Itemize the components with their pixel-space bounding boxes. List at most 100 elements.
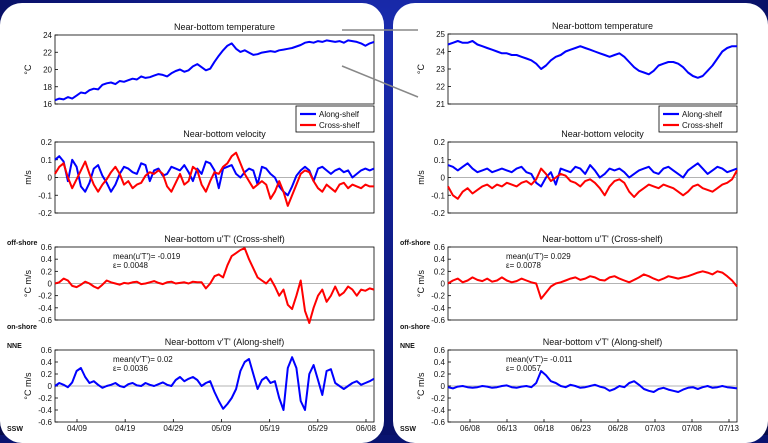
y-tick-label: 0 xyxy=(441,382,446,391)
y-axis-label: °C m/s xyxy=(23,269,33,297)
panel-title: Near-bottom u'T' (Cross-shelf) xyxy=(164,234,284,244)
x-tick-label: 07/13 xyxy=(719,424,740,433)
y-tick-label: 22 xyxy=(43,48,52,57)
y-bottom-label: SSW xyxy=(400,426,416,433)
legend-label: Cross-shelf xyxy=(319,121,360,130)
x-tick-label: 06/28 xyxy=(608,424,629,433)
series-line-blue xyxy=(54,39,375,102)
y-tick-label: 0.1 xyxy=(434,156,446,165)
x-tick-label: 05/19 xyxy=(260,424,281,433)
y-tick-label: 0.2 xyxy=(434,370,446,379)
y-tick-label: 0 xyxy=(441,174,446,183)
panel-title: Near-bottom temperature xyxy=(174,22,275,32)
y-tick-label: 0.4 xyxy=(434,358,446,367)
x-tick-label: 06/08 xyxy=(356,424,377,433)
series-line-along-shelf xyxy=(54,155,375,197)
y-tick-label: 0 xyxy=(48,174,53,183)
x-tick-label: 06/23 xyxy=(571,424,592,433)
right-figure-card xyxy=(393,3,768,443)
series-line-along-shelf xyxy=(447,162,738,188)
series-line-cross-shelf xyxy=(447,167,738,200)
y-tick-label: -0.6 xyxy=(38,418,52,427)
y-tick-label: 18 xyxy=(43,83,52,92)
y-axis-label: m/s xyxy=(23,170,33,185)
y-tick-label: 0.2 xyxy=(41,267,53,276)
x-tick-label: 04/09 xyxy=(67,424,88,433)
plot-frame xyxy=(54,34,375,105)
y-tick-label: 0.2 xyxy=(434,267,446,276)
stats-annotation: ε= 0.0036 xyxy=(113,364,148,373)
y-bottom-label: on-shore xyxy=(400,324,430,331)
y-tick-label: -0.4 xyxy=(38,304,52,313)
y-tick-label: -0.2 xyxy=(431,394,445,403)
y-tick-label: 0.2 xyxy=(41,370,53,379)
legend-box xyxy=(658,105,738,133)
y-tick-label: 24 xyxy=(43,31,52,40)
y-tick-label: 23 xyxy=(436,65,445,74)
y-tick-label: -0.4 xyxy=(431,406,445,415)
series-line-red xyxy=(447,270,738,300)
y-tick-label: -0.6 xyxy=(431,316,445,325)
y-top-label: off-shore xyxy=(7,240,37,247)
series-line-red xyxy=(54,247,375,324)
y-tick-label: 21 xyxy=(436,100,445,109)
y-bottom-label: SSW xyxy=(7,426,23,433)
stats-annotation: mean(v'T')= 0.02 xyxy=(113,355,173,364)
y-tick-label: -0.2 xyxy=(38,209,52,218)
panel-title: Near-bottom velocity xyxy=(183,129,266,139)
y-tick-label: 0.6 xyxy=(41,346,53,355)
y-tick-label: 0.4 xyxy=(434,255,446,264)
y-axis-label: °C m/s xyxy=(416,372,426,400)
y-bottom-label: on-shore xyxy=(7,324,37,331)
y-tick-label: -0.2 xyxy=(38,292,52,301)
y-tick-label: 0 xyxy=(441,280,446,289)
x-tick-label: 06/08 xyxy=(460,424,481,433)
y-tick-label: -0.4 xyxy=(38,406,52,415)
stats-annotation: mean(v'T')= -0.011 xyxy=(506,355,573,364)
y-tick-label: 0.1 xyxy=(41,156,53,165)
panel-title: Near-bottom v'T' (Along-shelf) xyxy=(165,337,284,347)
legend-box xyxy=(295,105,375,133)
y-tick-label: 20 xyxy=(43,66,52,75)
legend-label: Cross-shelf xyxy=(682,121,723,130)
y-tick-label: -0.2 xyxy=(431,292,445,301)
legend-label: Along-shelf xyxy=(682,110,723,119)
connector-line xyxy=(341,65,419,98)
y-tick-label: -0.2 xyxy=(38,394,52,403)
y-tick-label: -0.1 xyxy=(431,191,445,200)
x-tick-label: 05/09 xyxy=(211,424,232,433)
y-tick-label: 24 xyxy=(436,48,445,57)
stats-annotation: mean(u'T')= 0.029 xyxy=(506,252,571,261)
y-tick-label: 0 xyxy=(48,382,53,391)
y-tick-label: 25 xyxy=(436,30,445,39)
panel-title: Near-bottom velocity xyxy=(561,129,644,139)
stats-annotation: ε= 0.0048 xyxy=(113,261,148,270)
y-tick-label: -0.1 xyxy=(38,191,52,200)
y-axis-label: m/s xyxy=(416,170,426,185)
series-line-blue xyxy=(54,356,375,411)
y-top-label: NNE xyxy=(7,343,22,350)
x-tick-label: 05/29 xyxy=(308,424,329,433)
y-axis-label: °C xyxy=(23,64,33,75)
y-tick-label: 0.4 xyxy=(41,358,53,367)
panel-title: Near-bottom temperature xyxy=(552,21,653,31)
stats-annotation: ε= 0.0057 xyxy=(506,364,541,373)
x-tick-label: 07/08 xyxy=(682,424,703,433)
x-tick-label: 06/18 xyxy=(534,424,555,433)
x-tick-label: 04/29 xyxy=(163,424,184,433)
y-tick-label: 0.6 xyxy=(434,346,446,355)
y-tick-label: 0.6 xyxy=(434,243,446,252)
plot-frame xyxy=(447,33,738,105)
left-figure-card xyxy=(0,3,384,443)
x-tick-label: 06/13 xyxy=(497,424,518,433)
y-tick-label: 0.6 xyxy=(41,243,53,252)
y-tick-label: -0.2 xyxy=(431,209,445,218)
y-axis-label: °C m/s xyxy=(416,269,426,297)
y-tick-label: 22 xyxy=(436,83,445,92)
y-tick-label: 0 xyxy=(48,280,53,289)
y-axis-label: °C m/s xyxy=(23,372,33,400)
series-line-blue xyxy=(447,370,738,393)
y-tick-label: 16 xyxy=(43,100,52,109)
y-tick-label: -0.4 xyxy=(431,304,445,313)
